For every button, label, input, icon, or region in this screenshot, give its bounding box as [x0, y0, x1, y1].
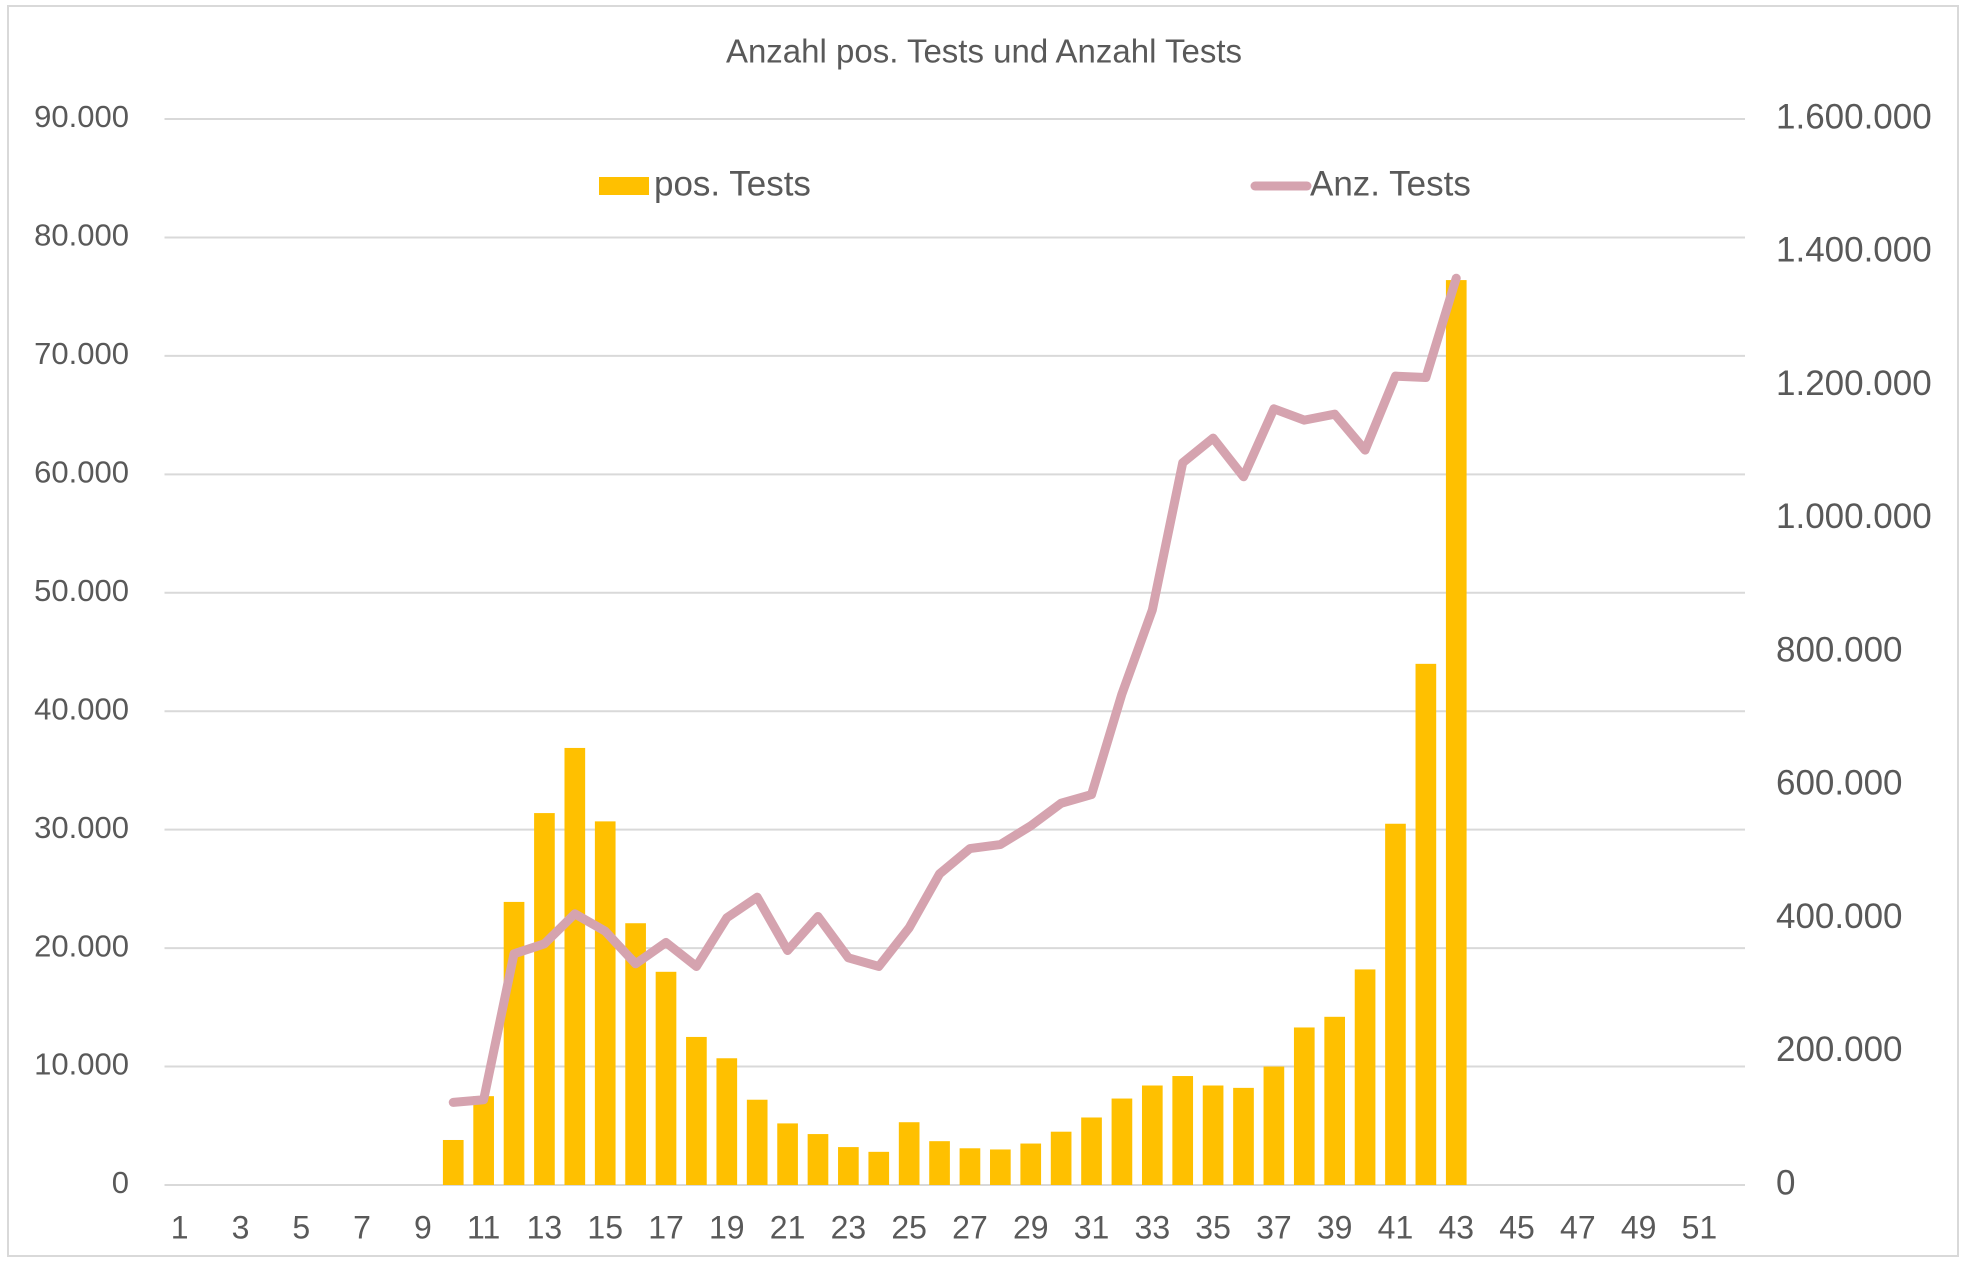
legend-swatch	[599, 177, 649, 195]
chart-frame	[7, 5, 1959, 1257]
bar	[807, 1134, 829, 1185]
bar	[564, 747, 586, 1185]
bar	[503, 901, 525, 1185]
bar	[1050, 1131, 1072, 1185]
x-tick-label: 31	[1074, 1209, 1110, 1245]
bar	[1233, 1087, 1254, 1185]
y2-tick-label: 200.000	[1776, 1030, 1903, 1069]
bar	[746, 1099, 768, 1185]
legend-label: Anz. Tests	[1310, 164, 1471, 203]
x-tick-label: 17	[648, 1209, 684, 1245]
bar	[1445, 280, 1467, 1185]
x-tick-label: 37	[1256, 1209, 1292, 1245]
y2-tick-label: 1.200.000	[1776, 364, 1932, 403]
bar	[929, 1141, 950, 1185]
bar	[442, 1139, 464, 1185]
x-tick-label: 47	[1560, 1209, 1596, 1245]
y2-tick-label: 1.400.000	[1776, 231, 1932, 270]
bar	[1081, 1117, 1102, 1185]
y-tick-label: 80.000	[34, 218, 129, 253]
y-tick-label: 50.000	[34, 573, 129, 608]
y2-tick-label: 600.000	[1776, 764, 1903, 803]
y2-tick-label: 1.600.000	[1776, 97, 1932, 136]
y-tick-label: 0	[112, 1165, 129, 1200]
y-tick-label: 70.000	[34, 336, 129, 371]
x-tick-label: 19	[709, 1209, 745, 1245]
bar	[868, 1151, 890, 1185]
bar	[686, 1036, 707, 1185]
bar	[1354, 969, 1376, 1185]
bar	[716, 1058, 738, 1185]
bar	[1415, 663, 1437, 1185]
y2-tick-label: 1.000.000	[1776, 497, 1932, 536]
bar	[594, 821, 616, 1185]
bar	[1111, 1098, 1133, 1185]
y-tick-label: 30.000	[34, 810, 129, 845]
x-tick-label: 3	[232, 1209, 250, 1245]
x-tick-label: 39	[1317, 1209, 1353, 1245]
x-tick-label: 15	[587, 1209, 623, 1245]
x-tick-label: 23	[831, 1209, 867, 1245]
x-tick-label: 7	[353, 1209, 371, 1245]
y2-tick-label: 800.000	[1776, 630, 1903, 669]
chart-title: Anzahl pos. Tests und Anzahl Tests	[726, 33, 1242, 70]
x-tick-label: 27	[952, 1209, 988, 1245]
bar	[1172, 1076, 1194, 1185]
bar	[898, 1122, 920, 1185]
bar	[1385, 823, 1406, 1185]
x-tick-label: 1	[171, 1209, 189, 1245]
bar	[838, 1147, 859, 1185]
bar	[1263, 1066, 1285, 1185]
x-tick-label: 29	[1013, 1209, 1049, 1245]
y-tick-label: 90.000	[34, 99, 129, 134]
x-tick-label: 9	[414, 1209, 432, 1245]
x-tick-label: 51	[1682, 1209, 1718, 1245]
bar	[1293, 1027, 1315, 1185]
bar	[1020, 1143, 1042, 1185]
y-tick-label: 40.000	[34, 691, 129, 726]
legend-label: pos. Tests	[654, 164, 811, 203]
x-tick-label: 43	[1438, 1209, 1474, 1245]
x-tick-label: 45	[1499, 1209, 1535, 1245]
bar	[959, 1148, 981, 1185]
x-tick-label: 35	[1195, 1209, 1231, 1245]
y2-tick-label: 400.000	[1776, 897, 1903, 936]
y2-tick-label: 0	[1776, 1163, 1795, 1202]
x-tick-label: 49	[1621, 1209, 1657, 1245]
y-tick-label: 20.000	[34, 928, 129, 963]
bar	[1324, 1016, 1346, 1185]
line	[448, 273, 1461, 1107]
bar	[625, 923, 646, 1185]
y-tick-label: 10.000	[34, 1047, 129, 1082]
bar	[473, 1096, 494, 1185]
x-tick-label: 41	[1378, 1209, 1414, 1245]
x-tick-label: 25	[891, 1209, 927, 1245]
x-tick-label: 33	[1135, 1209, 1171, 1245]
bar	[655, 971, 677, 1185]
y-tick-label: 60.000	[34, 455, 129, 490]
x-tick-label: 21	[770, 1209, 806, 1245]
bar	[777, 1123, 798, 1185]
bar	[990, 1149, 1011, 1185]
x-tick-label: 11	[467, 1209, 500, 1245]
x-tick-label: 13	[527, 1209, 563, 1245]
bar	[534, 813, 555, 1185]
bar	[1141, 1085, 1163, 1185]
x-tick-label: 5	[292, 1209, 310, 1245]
bar	[1202, 1085, 1224, 1185]
